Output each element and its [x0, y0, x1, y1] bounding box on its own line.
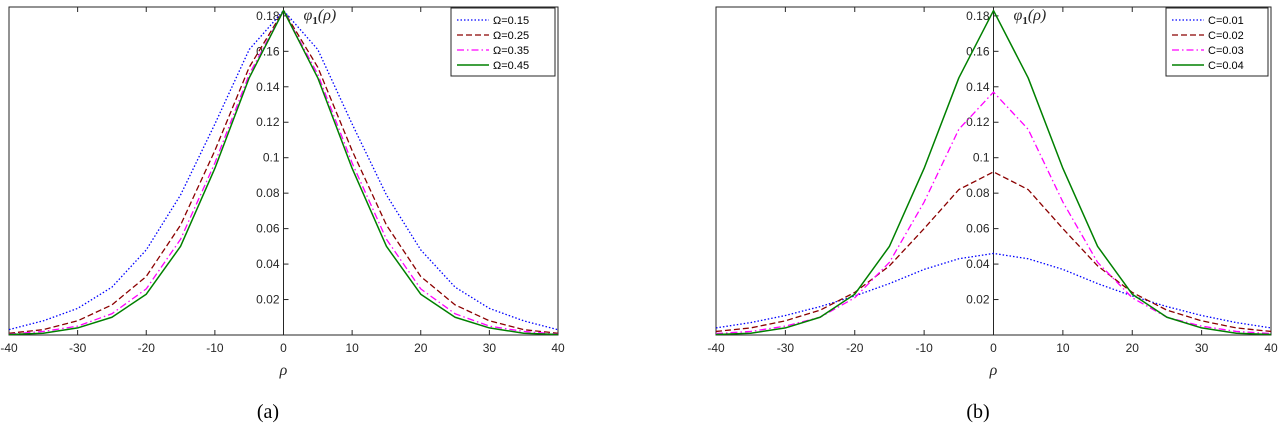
- x-tick-label: -30: [69, 341, 87, 355]
- x-tick-label: -10: [206, 341, 224, 355]
- x-tick-label: 0: [990, 341, 997, 355]
- y-tick-label: 0.08: [966, 186, 990, 200]
- legend-entry-1: C=0.01: [1208, 15, 1244, 27]
- x-tick-label: 10: [345, 341, 359, 355]
- x-tick-label: -30: [777, 341, 795, 355]
- y-tick-label: 0.08: [256, 186, 280, 200]
- panel-caption: (b): [966, 401, 989, 423]
- legend-entry-4: Ω=0.45: [493, 60, 529, 72]
- y-tick-label: 0.12: [966, 115, 990, 129]
- x-tick-label: -10: [915, 341, 933, 355]
- chart-panel-b: -40 -30 -20 -10 0 10 20 30 40 0.02 0.04 0.06 0.08 0.1…: [707, 6, 1278, 423]
- y-tick-label: 0.14: [256, 80, 280, 94]
- x-axis-label: ρ: [989, 362, 998, 379]
- y-tick-label: 0.1: [973, 151, 990, 165]
- x-tick-label: -20: [846, 341, 864, 355]
- y-tick-label: 0.16: [966, 44, 990, 58]
- panel-caption: (a): [257, 401, 279, 423]
- y-axis-label: φ1(ρ): [304, 7, 337, 27]
- legend: Ω=0.15 Ω=0.25 Ω=0.35 Ω=0.45: [450, 7, 556, 77]
- series-line-4: [715, 9, 1272, 336]
- y-tick-label: 0.18: [256, 9, 280, 23]
- legend-entry-2: C=0.02: [1208, 30, 1244, 42]
- y-tick-label: 0.18: [966, 9, 990, 23]
- y-tick-label: 0.06: [966, 222, 990, 236]
- legend-entry-2: Ω=0.25: [493, 30, 529, 42]
- y-tick-label: 0.06: [256, 222, 280, 236]
- legend-entry-1: Ω=0.15: [493, 15, 529, 27]
- chart-panel-a: -40 -30 -20 -10 0 10 20 30 40 0.02 0.04 0.06 0.08 0.1…: [0, 6, 565, 423]
- series-line-2: [715, 171, 1272, 333]
- y-axis-label: φ1(ρ): [1014, 7, 1047, 27]
- y-tick-label: 0.1: [263, 151, 280, 165]
- x-tick-label: -40: [0, 341, 18, 355]
- y-tick-label: 0.14: [966, 80, 990, 94]
- x-tick-label: 30: [483, 341, 497, 355]
- y-tick-label: 0.12: [256, 115, 280, 129]
- x-tick-label: 20: [414, 341, 428, 355]
- x-tick-label: 20: [1126, 341, 1140, 355]
- series-line-1: [715, 252, 1272, 329]
- y-tick-label: 0.02: [966, 293, 990, 307]
- x-tick-label: 40: [1264, 341, 1278, 355]
- legend-entry-3: C=0.03: [1208, 45, 1244, 57]
- x-axis-label: ρ: [279, 362, 288, 379]
- legend-entry-3: Ω=0.35: [493, 45, 529, 57]
- legend: C=0.01 C=0.02 C=0.03 C=0.04: [1165, 7, 1269, 77]
- series-line-3: [8, 9, 559, 335]
- x-tick-label: 40: [551, 341, 565, 355]
- series-line-1: [8, 9, 559, 331]
- y-tick-label: 0.02: [256, 293, 280, 307]
- series-line-4: [8, 9, 559, 336]
- legend-entry-4: C=0.04: [1208, 60, 1244, 72]
- x-tick-label: 10: [1056, 341, 1070, 355]
- x-tick-label: 0: [280, 341, 287, 355]
- y-tick-label: 0.04: [256, 257, 280, 271]
- x-tick-label: -20: [138, 341, 156, 355]
- x-tick-label: 30: [1195, 341, 1209, 355]
- x-tick-label: -40: [707, 341, 725, 355]
- y-tick-label: 0.16: [256, 44, 280, 58]
- y-tick-label: 0.04: [966, 257, 990, 271]
